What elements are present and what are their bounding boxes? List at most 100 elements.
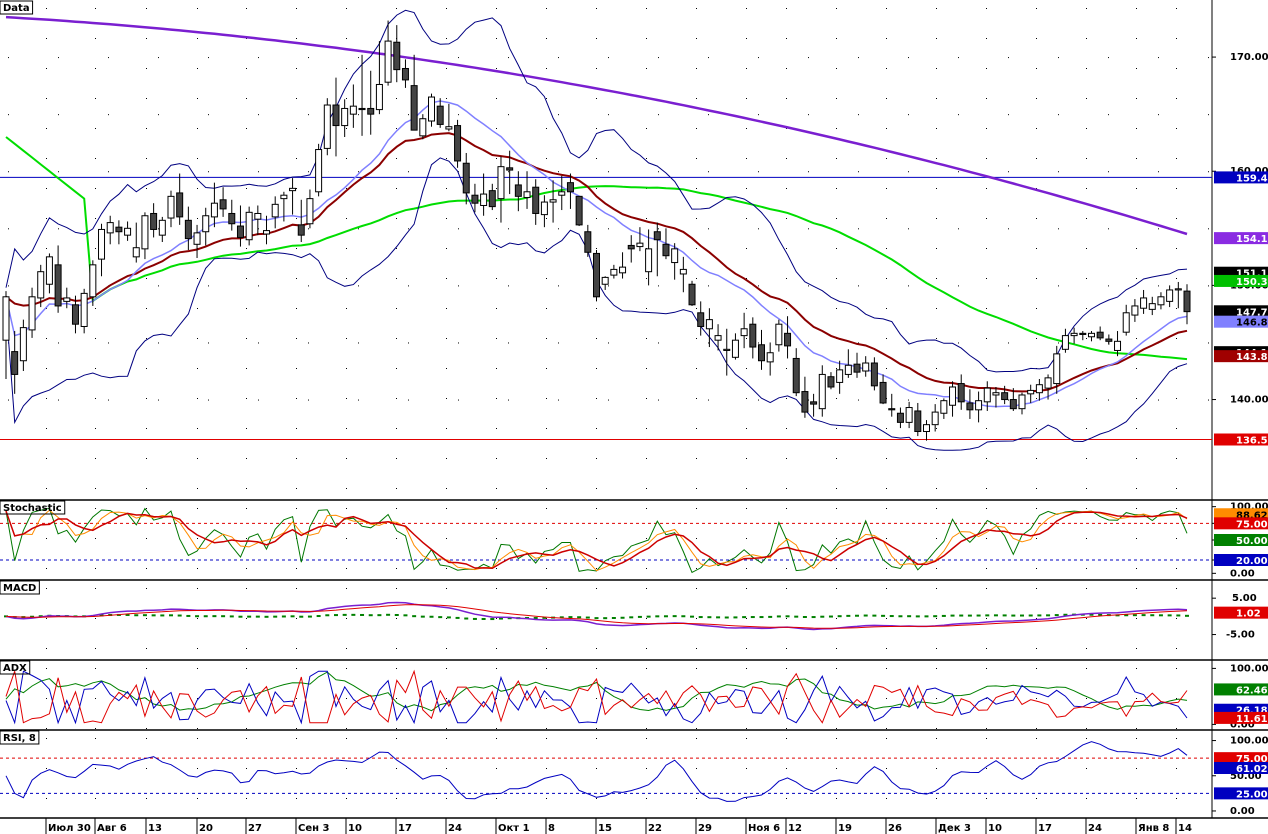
candle: [940, 400, 948, 414]
candle: [80, 292, 88, 327]
candle: [757, 344, 765, 362]
axis-tick-label: 170.00: [1230, 52, 1268, 63]
candle: [1070, 332, 1078, 337]
candle: [1148, 303, 1156, 310]
candle: [393, 41, 401, 71]
candle: [410, 85, 418, 131]
value-badge: [1214, 762, 1268, 775]
axis-tick-label: 100.00: [1230, 663, 1268, 674]
value-badge: [1214, 534, 1268, 546]
value-badge-label: 26.18: [1236, 706, 1268, 717]
x-axis-label: 24: [1088, 823, 1102, 834]
candle: [384, 40, 392, 83]
candle: [1122, 312, 1130, 333]
candle: [1079, 332, 1087, 335]
candle: [636, 242, 644, 248]
panel-title: Stochastic: [3, 503, 62, 514]
value-badge-label: 50.00: [1236, 536, 1268, 547]
candle: [844, 364, 852, 375]
candle: [306, 198, 314, 225]
candle: [619, 266, 627, 274]
x-axis-label: 19: [838, 823, 852, 834]
value-badge-label: 11.61: [1236, 714, 1268, 725]
panel-title-box: [0, 0, 34, 15]
candle: [98, 228, 106, 260]
candle: [975, 400, 983, 411]
value-badge: [1214, 274, 1268, 287]
candle: [705, 319, 713, 330]
candle: [506, 167, 514, 171]
candle: [905, 407, 913, 423]
candle: [514, 184, 522, 197]
candle: [488, 190, 496, 208]
candle: [315, 149, 323, 193]
candle: [245, 211, 253, 241]
axis-tick-label: 50.00: [1230, 771, 1262, 782]
candle: [228, 212, 236, 225]
candle: [63, 297, 71, 302]
candle: [1131, 305, 1139, 316]
stochastic-slow-line: [5, 510, 1188, 570]
panel-title-box: [0, 730, 40, 745]
axis-tick-label: 0.00: [1230, 568, 1255, 579]
candle: [558, 191, 566, 196]
candle: [19, 327, 27, 362]
candle: [992, 392, 1000, 396]
candle: [202, 215, 210, 233]
candle: [1140, 297, 1148, 309]
x-axis-label: Авг 6: [97, 823, 127, 834]
candle: [71, 304, 79, 325]
candle: [1061, 335, 1069, 350]
candle: [1009, 399, 1017, 410]
panel-title: ADX: [3, 663, 27, 674]
candle: [653, 231, 661, 241]
x-axis-label: 14: [1178, 823, 1192, 834]
candle: [566, 182, 574, 193]
candle: [236, 225, 244, 238]
candle: [419, 118, 427, 137]
ma-long-line: [5, 15, 1188, 236]
panel-title: MACD: [3, 583, 36, 594]
bollinger-upper-line: [5, 9, 1188, 373]
candle: [445, 126, 453, 130]
candle: [132, 247, 140, 258]
x-axis-label: 24: [448, 823, 462, 834]
value-badge: [1214, 554, 1268, 566]
candle: [1166, 289, 1174, 302]
candle: [1087, 332, 1095, 338]
candle: [766, 352, 774, 363]
candle: [210, 202, 218, 218]
value-badge-label: 150.39: [1236, 277, 1268, 288]
candle: [375, 83, 383, 111]
candle: [853, 363, 861, 373]
candle: [714, 335, 722, 341]
candle: [792, 357, 800, 394]
candle: [1105, 338, 1113, 342]
axis-tick-label: 0.00: [1230, 719, 1255, 730]
candle: [922, 424, 930, 433]
candle: [679, 268, 687, 275]
candle: [454, 125, 462, 162]
candle: [184, 219, 192, 240]
candle: [141, 215, 149, 250]
candle: [358, 107, 366, 111]
candle: [289, 187, 297, 192]
value-badge-label: 154.14: [1236, 234, 1268, 245]
price-panel: [0, 9, 1212, 451]
x-axis-label: Дек 3: [938, 823, 971, 834]
candle: [219, 199, 227, 210]
candle: [150, 212, 158, 230]
value-badge: [1214, 683, 1268, 696]
value-badge-label: 61.02: [1236, 764, 1268, 775]
value-badge-label: 20.00: [1236, 556, 1268, 567]
candle: [645, 248, 653, 273]
candle: [11, 351, 19, 375]
candle: [28, 296, 36, 331]
candle: [2, 296, 10, 341]
candle: [167, 195, 175, 219]
candle: [89, 264, 97, 298]
x-axis-label: 29: [698, 823, 712, 834]
candle: [176, 192, 184, 218]
candle: [836, 369, 844, 383]
candle: [1018, 394, 1026, 410]
